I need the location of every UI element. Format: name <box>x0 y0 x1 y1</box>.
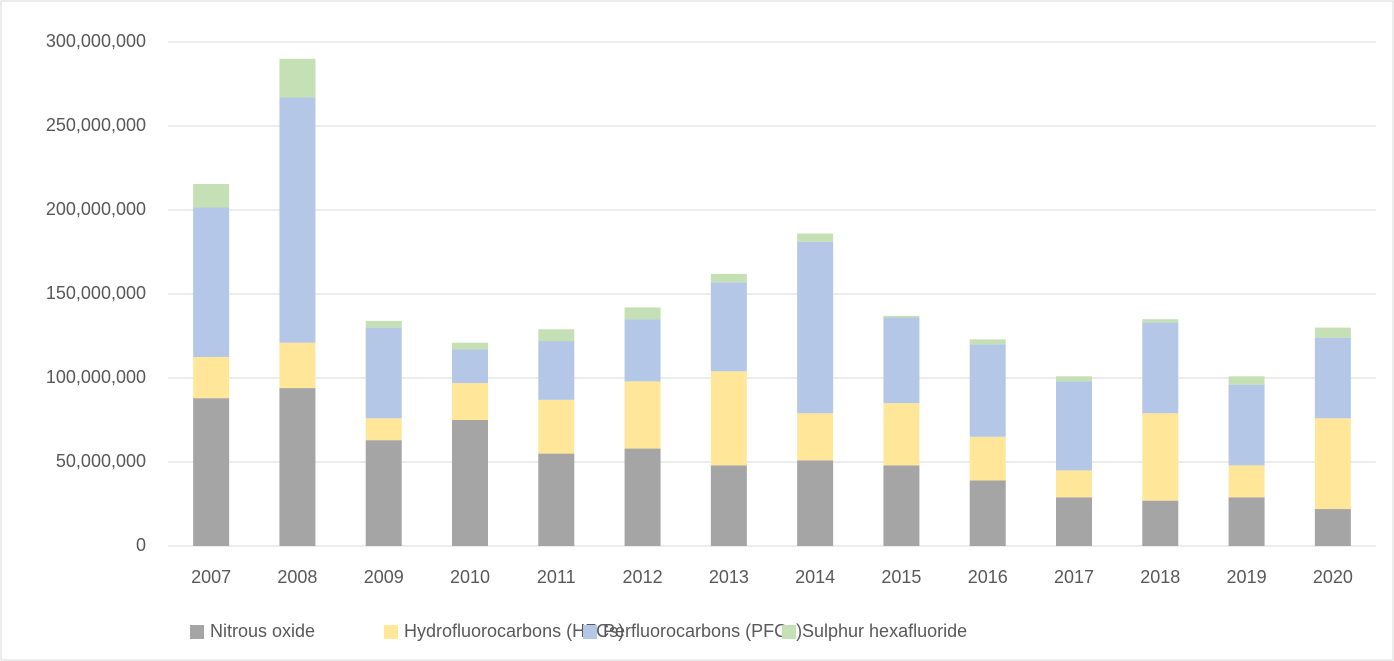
y-tick-label: 100,000,000 <box>46 367 146 387</box>
y-tick-label: 150,000,000 <box>46 283 146 303</box>
bar-segment <box>452 420 488 546</box>
x-tick-label: 2010 <box>450 567 490 587</box>
bar-segment <box>365 320 402 328</box>
legend-swatch <box>384 625 398 639</box>
bar-segment <box>883 465 920 546</box>
y-tick-label: 0 <box>136 535 146 555</box>
bar-segment <box>1056 470 1092 498</box>
bar-segment <box>710 273 747 283</box>
bar-segment <box>1228 376 1265 385</box>
bar-segment <box>710 371 747 466</box>
bar-segment <box>365 418 402 441</box>
bar-segment <box>1314 337 1351 419</box>
x-tick-label: 2014 <box>795 567 835 587</box>
bar-segment <box>797 460 834 546</box>
bar-segment <box>1056 497 1092 546</box>
bar-segment <box>452 383 488 420</box>
bar-segment <box>969 339 1006 345</box>
bar-segment <box>797 233 834 242</box>
bar-segment <box>969 436 1006 481</box>
x-tick-label: 2017 <box>1054 567 1094 587</box>
legend-label: Sulphur hexafluoride <box>802 621 967 641</box>
bar-segment <box>1142 319 1179 323</box>
bar-segment <box>452 349 488 384</box>
x-tick-label: 2015 <box>881 567 921 587</box>
bar-segment <box>1142 413 1179 501</box>
bar-segment <box>624 381 661 449</box>
bar-segment <box>710 465 747 546</box>
bar-segment <box>1314 418 1351 510</box>
bar-segment <box>538 453 575 546</box>
y-tick-label: 250,000,000 <box>46 115 146 135</box>
bar-segment <box>538 341 575 400</box>
bar-segment <box>279 58 316 98</box>
bar-segment <box>710 282 747 372</box>
bar-segment <box>279 342 316 389</box>
x-tick-label: 2020 <box>1313 567 1353 587</box>
y-tick-label: 50,000,000 <box>56 451 146 471</box>
bar-segment <box>1228 497 1265 546</box>
x-tick-label: 2009 <box>364 567 404 587</box>
legend-label: Nitrous oxide <box>210 621 315 641</box>
bar-segment <box>452 342 488 350</box>
x-tick-label: 2011 <box>537 567 576 587</box>
x-tick-label: 2013 <box>709 567 749 587</box>
bar-segment <box>797 413 834 461</box>
bar-segment <box>1228 384 1265 466</box>
bar-segment <box>624 319 661 382</box>
x-tick-label: 2018 <box>1140 567 1180 587</box>
bar-segment <box>193 183 230 208</box>
x-tick-label: 2007 <box>191 567 231 587</box>
bar-segment <box>797 241 834 414</box>
bar-segment <box>1228 465 1265 498</box>
legend-swatch <box>583 625 597 639</box>
x-tick-label: 2012 <box>623 567 663 587</box>
bar-segment <box>1314 327 1351 338</box>
bar-segment <box>279 97 316 343</box>
legend-label: Perfluorocarbons (PFCs) <box>603 621 802 641</box>
bar-segment <box>624 448 661 546</box>
bar-segment <box>193 398 230 546</box>
x-tick-label: 2016 <box>968 567 1008 587</box>
bar-segment <box>365 440 402 546</box>
legend-label: Hydrofluorocarbons (HFCs) <box>404 621 624 641</box>
legend-swatch <box>782 625 796 639</box>
bar-segment <box>624 307 661 320</box>
bar-segment <box>883 315 920 318</box>
y-tick-label: 300,000,000 <box>46 31 146 51</box>
legend-swatch <box>190 625 204 639</box>
bar-segment <box>538 329 575 342</box>
bar-segment <box>883 403 920 466</box>
bar-segment <box>1314 509 1351 546</box>
bar-segment <box>1142 322 1179 414</box>
bar-segment <box>883 317 920 404</box>
x-tick-label: 2008 <box>277 567 317 587</box>
x-tick-label: 2019 <box>1227 567 1267 587</box>
bar-segment <box>538 399 575 454</box>
y-tick-label: 200,000,000 <box>46 199 146 219</box>
bar-segment <box>969 480 1006 546</box>
bar-segment <box>1056 376 1092 382</box>
bar-segment <box>193 207 230 357</box>
bar-segment <box>1056 381 1092 471</box>
bar-segment <box>193 357 230 399</box>
bar-segment <box>279 388 316 546</box>
bar-segment <box>365 327 402 419</box>
bar-segment <box>1142 500 1179 546</box>
bar-segment <box>969 344 1006 437</box>
